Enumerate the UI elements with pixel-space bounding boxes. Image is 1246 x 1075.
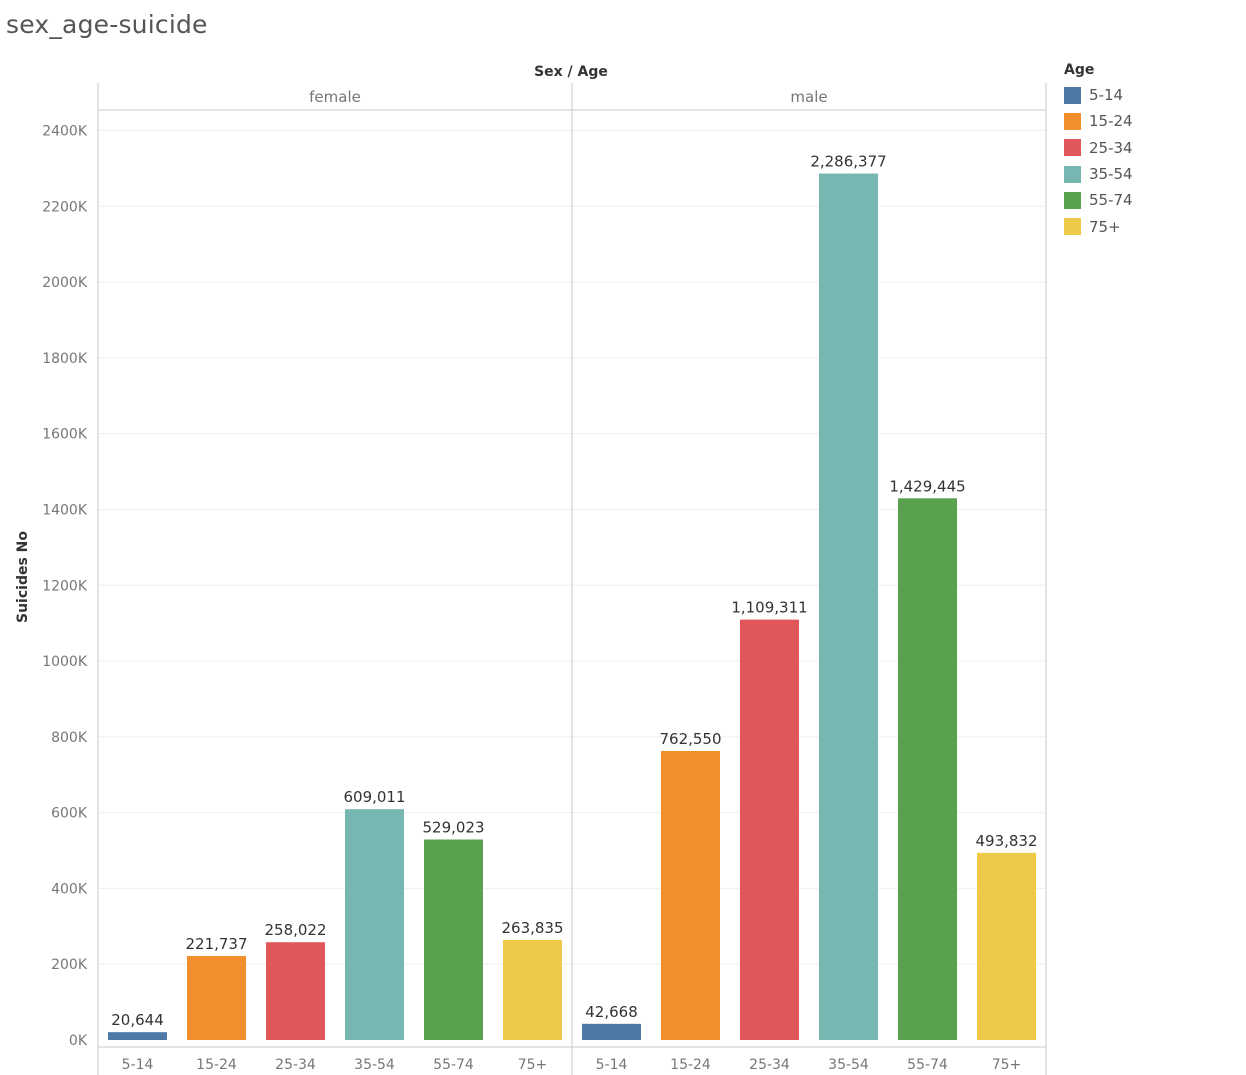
bar-male-55-74 (898, 498, 957, 1040)
legend-item[interactable]: 35-54 (1064, 161, 1133, 187)
pane-title-female: female (309, 88, 361, 106)
data-label: 529,023 (422, 819, 484, 837)
y-tick-label: 400K (51, 881, 88, 897)
bar-female-25-34 (266, 942, 325, 1040)
x-tick-label: 25-34 (275, 1057, 316, 1073)
y-tick-label: 2000K (42, 275, 88, 291)
bar-male-5-14 (582, 1023, 641, 1040)
bar-male-15-24 (661, 751, 720, 1040)
legend-label: 5-14 (1089, 86, 1124, 105)
x-tick-label: 55-74 (433, 1057, 474, 1073)
legend-label: 25-34 (1089, 138, 1133, 157)
data-label: 609,011 (343, 788, 405, 806)
y-tick-label: 600K (51, 806, 88, 822)
y-tick-label: 1800K (42, 351, 88, 367)
x-tick-label: 35-54 (354, 1057, 395, 1073)
x-tick-label: 15-24 (670, 1057, 711, 1073)
data-label: 42,668 (585, 1003, 638, 1021)
x-tick-label: 5-14 (596, 1057, 628, 1073)
x-tick-label: 15-24 (196, 1057, 237, 1073)
y-tick-label: 800K (51, 730, 88, 746)
x-tick-label: 55-74 (907, 1057, 948, 1073)
y-tick-label: 1000K (42, 654, 88, 670)
chart-title: sex_age-suicide (6, 10, 208, 39)
y-axis-title: Suicides No (15, 531, 31, 623)
bar-male-75+ (977, 852, 1036, 1040)
bar-male-25-34 (740, 619, 799, 1040)
y-tick-label: 2200K (42, 199, 88, 215)
x-tick-label: 35-54 (828, 1057, 869, 1073)
legend-label: 75+ (1089, 217, 1121, 236)
y-tick-label: 1200K (42, 578, 88, 594)
bar-female-35-54 (345, 809, 404, 1040)
y-tick-label: 1400K (42, 502, 88, 518)
bar-female-75+ (503, 940, 562, 1040)
legend-item[interactable]: 15-24 (1064, 108, 1133, 134)
data-label: 762,550 (659, 730, 721, 748)
legend-label: 35-54 (1089, 165, 1133, 184)
pane-title-male: male (790, 88, 827, 106)
data-label: 1,109,311 (731, 599, 807, 617)
legend-swatch (1064, 165, 1081, 183)
data-label: 2,286,377 (810, 153, 886, 171)
x-tick-label: 25-34 (749, 1057, 790, 1073)
legend-item[interactable]: 55-74 (1064, 187, 1133, 213)
data-label: 20,644 (111, 1011, 164, 1029)
bar-female-15-24 (187, 955, 246, 1040)
bar-male-35-54 (819, 173, 878, 1041)
legend-swatch (1064, 191, 1081, 209)
y-tick-label: 0K (69, 1033, 88, 1049)
legend: Age 5-14 15-24 25-34 35-54 55-74 75+ (1064, 62, 1133, 240)
data-label: 493,832 (975, 832, 1037, 850)
x-tick-label: 5-14 (122, 1057, 154, 1073)
data-label: 1,429,445 (889, 477, 965, 495)
legend-item[interactable]: 5-14 (1064, 82, 1133, 108)
y-tick-label: 2400K (42, 124, 88, 140)
legend-swatch (1064, 112, 1081, 130)
legend-items: 5-14 15-24 25-34 35-54 55-74 75+ (1064, 82, 1133, 240)
column-header: Sex / Age (534, 64, 608, 80)
bar-female-55-74 (424, 839, 483, 1040)
data-label: 258,022 (264, 921, 326, 939)
data-label: 263,835 (501, 919, 563, 937)
legend-label: 55-74 (1089, 191, 1133, 210)
x-tick-label: 75+ (518, 1057, 548, 1073)
y-tick-label: 1600K (42, 427, 88, 443)
x-tick-label: 75+ (992, 1057, 1022, 1073)
legend-item[interactable]: 25-34 (1064, 135, 1133, 161)
bar-female-5-14 (108, 1032, 167, 1040)
y-tick-label: 200K (51, 957, 88, 973)
data-label: 221,737 (185, 935, 247, 953)
legend-swatch (1064, 218, 1081, 236)
legend-swatch (1064, 139, 1081, 157)
legend-swatch (1064, 86, 1081, 104)
legend-title: Age (1064, 62, 1095, 78)
legend-item[interactable]: 75+ (1064, 213, 1133, 239)
legend-label: 15-24 (1089, 112, 1133, 131)
